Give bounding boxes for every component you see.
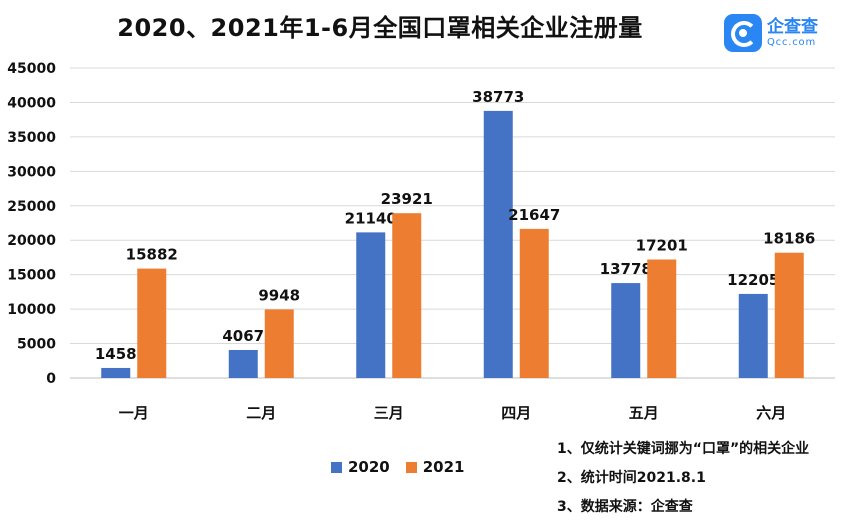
bar-2021 xyxy=(774,252,804,378)
y-tick-label: 10000 xyxy=(7,302,56,318)
bar-2021 xyxy=(392,213,422,378)
y-tick-label: 15000 xyxy=(7,268,56,284)
footnote-1: 1、仅统计关键词挪为“口罩”的相关企业 xyxy=(557,441,810,457)
chart-legend: 2020 2021 xyxy=(331,458,481,476)
logo-name: 企查查 xyxy=(767,17,818,37)
legend-swatch-2020 xyxy=(331,461,342,473)
x-tick-label: 一月 xyxy=(119,404,149,422)
bar-2020 xyxy=(101,367,131,378)
data-label: 17201 xyxy=(636,237,688,255)
qcc-logo: 企查查 Qcc.com xyxy=(724,14,818,52)
footnote-2: 2、统计时间2021.8.1 xyxy=(557,470,706,486)
y-tick-label: 25000 xyxy=(7,199,56,215)
y-tick-label: 35000 xyxy=(7,130,56,146)
x-tick-label: 二月 xyxy=(246,404,276,422)
data-label: 12205 xyxy=(727,271,779,289)
x-tick-label: 四月 xyxy=(501,404,531,422)
x-tick-label: 六月 xyxy=(756,404,786,422)
data-label: 9948 xyxy=(258,286,300,304)
y-tick-label: 0 xyxy=(46,371,56,387)
bar-2021 xyxy=(264,309,294,378)
data-label: 23921 xyxy=(381,190,433,208)
data-label: 21140 xyxy=(345,209,397,227)
data-label: 38773 xyxy=(472,88,524,106)
bar-2020 xyxy=(738,293,768,378)
legend-label-2021: 2021 xyxy=(422,458,465,476)
legend-swatch-2021 xyxy=(405,461,417,473)
bar-2021 xyxy=(519,228,549,378)
bar-2020 xyxy=(611,283,641,378)
y-tick-label: 5000 xyxy=(17,337,56,353)
legend-item-2020: 2020 xyxy=(331,458,390,476)
data-label: 15882 xyxy=(126,246,178,264)
y-tick-label: 40000 xyxy=(7,95,56,111)
data-label: 13778 xyxy=(600,260,652,278)
y-tick-label: 20000 xyxy=(7,233,56,249)
bar-2021 xyxy=(137,268,167,378)
logo-domain: Qcc.com xyxy=(767,37,817,48)
footnote-3: 3、数据来源：企查查 xyxy=(557,499,693,515)
x-tick-label: 五月 xyxy=(629,404,659,422)
bar-2021 xyxy=(647,259,677,378)
data-label: 18186 xyxy=(763,230,815,248)
bar-2020 xyxy=(356,232,386,378)
data-label: 4067 xyxy=(222,327,264,345)
legend-item-2021: 2021 xyxy=(405,458,465,476)
data-label: 21647 xyxy=(508,206,560,224)
qcc-logo-icon xyxy=(724,14,762,52)
y-tick-label: 30000 xyxy=(7,164,56,180)
chart-title: 2020、2021年1-6月全国口罩相关企业注册量 xyxy=(117,14,643,42)
footnotes: 1、仅统计关键词挪为“口罩”的相关企业 2、统计时间2021.8.1 3、数据来… xyxy=(557,438,809,525)
data-label: 1458 xyxy=(95,345,137,363)
bar-2020 xyxy=(228,349,258,378)
x-tick-label: 三月 xyxy=(374,404,404,422)
legend-label-2020: 2020 xyxy=(348,458,390,476)
bar-2020 xyxy=(483,110,513,379)
y-tick-label: 45000 xyxy=(7,61,56,77)
